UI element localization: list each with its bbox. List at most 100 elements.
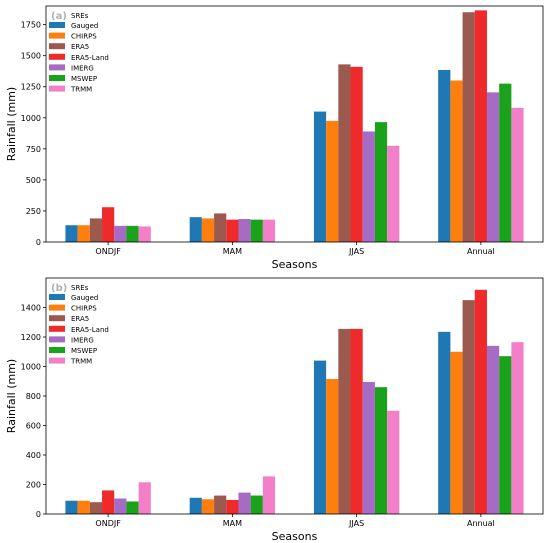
panel-label: (b)	[51, 283, 67, 294]
bar-trmm-annual	[511, 342, 524, 514]
y-tick-label: 1200	[21, 333, 41, 342]
x-tick-label: JJAS	[348, 247, 364, 256]
plot-frame	[45, 5, 544, 243]
legend-swatch	[49, 325, 65, 332]
legend-entry: MSWEP	[71, 347, 97, 355]
legend-entry: TRMM	[70, 358, 92, 366]
bar-era5-jjas	[338, 64, 351, 242]
legend-entry: IMERG	[71, 64, 94, 72]
x-tick-label: MAM	[223, 247, 242, 256]
y-tick-label: 1000	[21, 114, 41, 123]
y-tick-label: 0	[36, 238, 41, 247]
x-tick-label: ONDJF	[95, 519, 121, 528]
bar-imerg-annual	[486, 92, 500, 242]
bar-trmm-ondjf	[138, 226, 151, 242]
bar-imerg-mam	[238, 492, 251, 514]
bar-mswep-ondjf	[126, 501, 139, 514]
legend-entry: Gauged	[71, 22, 98, 30]
bar-gauged-mam	[189, 217, 202, 242]
legend-swatch	[49, 336, 65, 343]
bar-era5-mam	[214, 495, 227, 514]
legend-swatch	[49, 294, 65, 300]
bar-chirps-annual	[450, 351, 463, 514]
legend-swatch	[49, 43, 65, 50]
y-tick-label: 250	[26, 207, 41, 216]
legend-swatch	[49, 347, 65, 353]
legend-entry: IMERG	[71, 336, 94, 344]
bar-mswep-annual	[499, 356, 512, 514]
y-axis-label: Rainfall (mm)	[5, 359, 18, 433]
legend: SREs Gauged CHIRPS ERA5 ERA5-Land IMERG MSWEP T…	[49, 12, 109, 94]
bar-mswep-jjas	[374, 122, 388, 242]
bar-era5-mam	[214, 213, 227, 242]
bar-gauged-annual	[438, 331, 451, 514]
bar-era5-ondjf	[89, 218, 103, 242]
legend-swatch	[49, 304, 65, 311]
x-tick-label: JJAS	[348, 519, 364, 528]
y-tick-label: 400	[26, 451, 41, 460]
bar-gauged-mam	[189, 497, 202, 514]
y-tick-label: 200	[26, 481, 41, 490]
legend-entry: CHIRPS	[71, 33, 97, 41]
legend-swatch	[49, 64, 65, 71]
bar-imerg-jjas	[362, 381, 375, 514]
bar-imerg-mam	[238, 219, 251, 242]
bar-chirps-jjas	[326, 379, 339, 514]
bar-era5-land-jjas	[350, 66, 363, 242]
bar-mswep-jjas	[374, 387, 388, 514]
bar-trmm-ondjf	[138, 482, 151, 514]
bar-trmm-mam	[262, 219, 276, 242]
legend-swatch	[49, 53, 65, 60]
y-axis-label: Rainfall (mm)	[5, 87, 18, 161]
y-tick-label: 1500	[21, 52, 41, 61]
bar-imerg-annual	[486, 345, 500, 514]
chart-panel-b: 0 200 400 600 800 1000 1200 1400 ONDJF MAM JJAS Ann…	[5, 277, 544, 543]
y-tick-label: 500	[26, 176, 41, 185]
bar-era5-ondjf	[89, 502, 103, 514]
legend-entry: ERA5-Land	[71, 54, 109, 62]
legend-swatch	[49, 357, 65, 364]
legend-swatch	[49, 22, 65, 28]
bar-era5-land-ondjf	[102, 490, 115, 514]
legend-entry: CHIRPS	[71, 305, 97, 313]
legend-entry: ERA5	[71, 43, 89, 51]
x-axis-label: Seasons	[272, 258, 318, 271]
bar-era5-jjas	[338, 328, 351, 514]
bar-gauged-ondjf	[65, 225, 78, 242]
legend-swatch	[49, 32, 65, 39]
bar-chirps-mam	[201, 499, 215, 514]
bar-era5-land-ondjf	[102, 207, 115, 242]
bar-chirps-ondjf	[77, 225, 90, 242]
bar-imerg-ondjf	[114, 225, 127, 242]
bar-chirps-mam	[201, 218, 215, 242]
y-tick-label: 600	[26, 422, 41, 431]
bar-chirps-ondjf	[77, 500, 90, 514]
legend-title: SREs	[71, 284, 89, 292]
bar-trmm-mam	[262, 476, 276, 514]
bar-imerg-jjas	[362, 131, 375, 242]
x-tick-label: Annual	[467, 519, 495, 528]
bar-mswep-ondjf	[126, 225, 139, 242]
bars	[65, 10, 524, 242]
legend-entry: TRMM	[70, 86, 92, 94]
y-tick-label: 1250	[21, 83, 41, 92]
x-axis-label: Seasons	[272, 530, 318, 543]
bars	[65, 289, 524, 515]
bar-gauged-jjas	[313, 360, 327, 514]
legend: SREs Gauged CHIRPS ERA5 ERA5-Land IMERG MSWEP T…	[49, 284, 109, 366]
y-tick-label: 750	[26, 145, 41, 154]
bar-gauged-jjas	[313, 111, 327, 242]
legend-swatch	[49, 315, 65, 322]
legend-entry: ERA5-Land	[71, 326, 109, 334]
bar-era5-land-mam	[226, 219, 239, 242]
bar-era5-land-annual	[474, 289, 487, 514]
bar-gauged-ondjf	[65, 500, 78, 514]
bar-mswep-mam	[250, 495, 263, 514]
bar-chirps-annual	[450, 80, 463, 242]
bar-trmm-annual	[511, 107, 524, 242]
legend-swatch	[49, 75, 65, 81]
chart-panel-a: 0 250 500 750 1000 1250 1500 1750 ONDJF MAM JJAS An…	[5, 5, 544, 271]
bar-trmm-jjas	[387, 145, 400, 242]
x-tick-label: MAM	[223, 519, 242, 528]
bar-gauged-annual	[438, 69, 451, 242]
